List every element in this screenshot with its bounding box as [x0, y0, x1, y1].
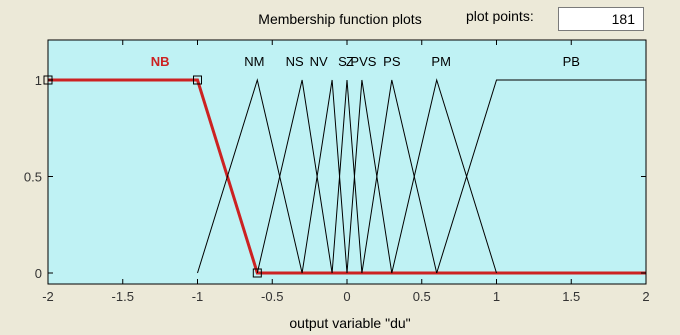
y-tick-label: 0 [35, 266, 42, 281]
mf-curve-ns[interactable] [256, 79, 333, 274]
mf-label-nb: NB [151, 54, 170, 69]
mf-curve-z[interactable] [331, 79, 363, 274]
mf-curve-pvs[interactable] [346, 79, 393, 274]
chart-title: Membership function plots [258, 11, 422, 27]
plot-area [48, 40, 646, 284]
x-tick-label: 0 [343, 289, 350, 304]
plot-points-label: plot points: [466, 8, 534, 24]
x-tick-label: 1 [493, 289, 500, 304]
mf-label-pvs: PVS [350, 54, 376, 69]
mf-label-nm: NM [244, 54, 264, 69]
y-tick-label: 1 [35, 73, 42, 88]
x-tick-label: -1.5 [112, 289, 134, 304]
mf-breakpoint-handle[interactable] [193, 75, 202, 85]
mf-label-s: S [338, 54, 347, 69]
x-tick-label: 2 [642, 289, 649, 304]
mf-curve-nm[interactable] [197, 78, 303, 274]
mf-curve-pb[interactable] [436, 79, 646, 274]
y-tick-label: 0.5 [24, 170, 42, 185]
x-tick-label: -2 [42, 289, 54, 304]
mf-label-ns: NS [286, 54, 304, 69]
x-tick-label: -1 [192, 289, 204, 304]
axis-ticks: -2 -1.5 -1 -0.5 0 0.5 1 1.5 2 0 0.5 1 [24, 40, 650, 304]
x-tick-label: 1.5 [562, 289, 580, 304]
mf-label-ps: PS [383, 54, 401, 69]
mf-breakpoint-handle[interactable] [252, 268, 262, 278]
mf-label-pm: PM [431, 54, 451, 69]
mf-curve-pm[interactable] [391, 78, 497, 274]
mf-curve-ps[interactable] [361, 79, 438, 274]
mf-label-pb: PB [563, 54, 580, 69]
plot-points-input[interactable] [558, 7, 644, 31]
mf-label-z: Z [346, 54, 354, 69]
mf-label-nv: NV [310, 54, 328, 69]
x-axis-label: output variable "du" [289, 315, 411, 331]
x-tick-label: -0.5 [261, 289, 283, 304]
mf-curve-nvs[interactable] [301, 79, 348, 274]
x-tick-label: 0.5 [413, 289, 431, 304]
